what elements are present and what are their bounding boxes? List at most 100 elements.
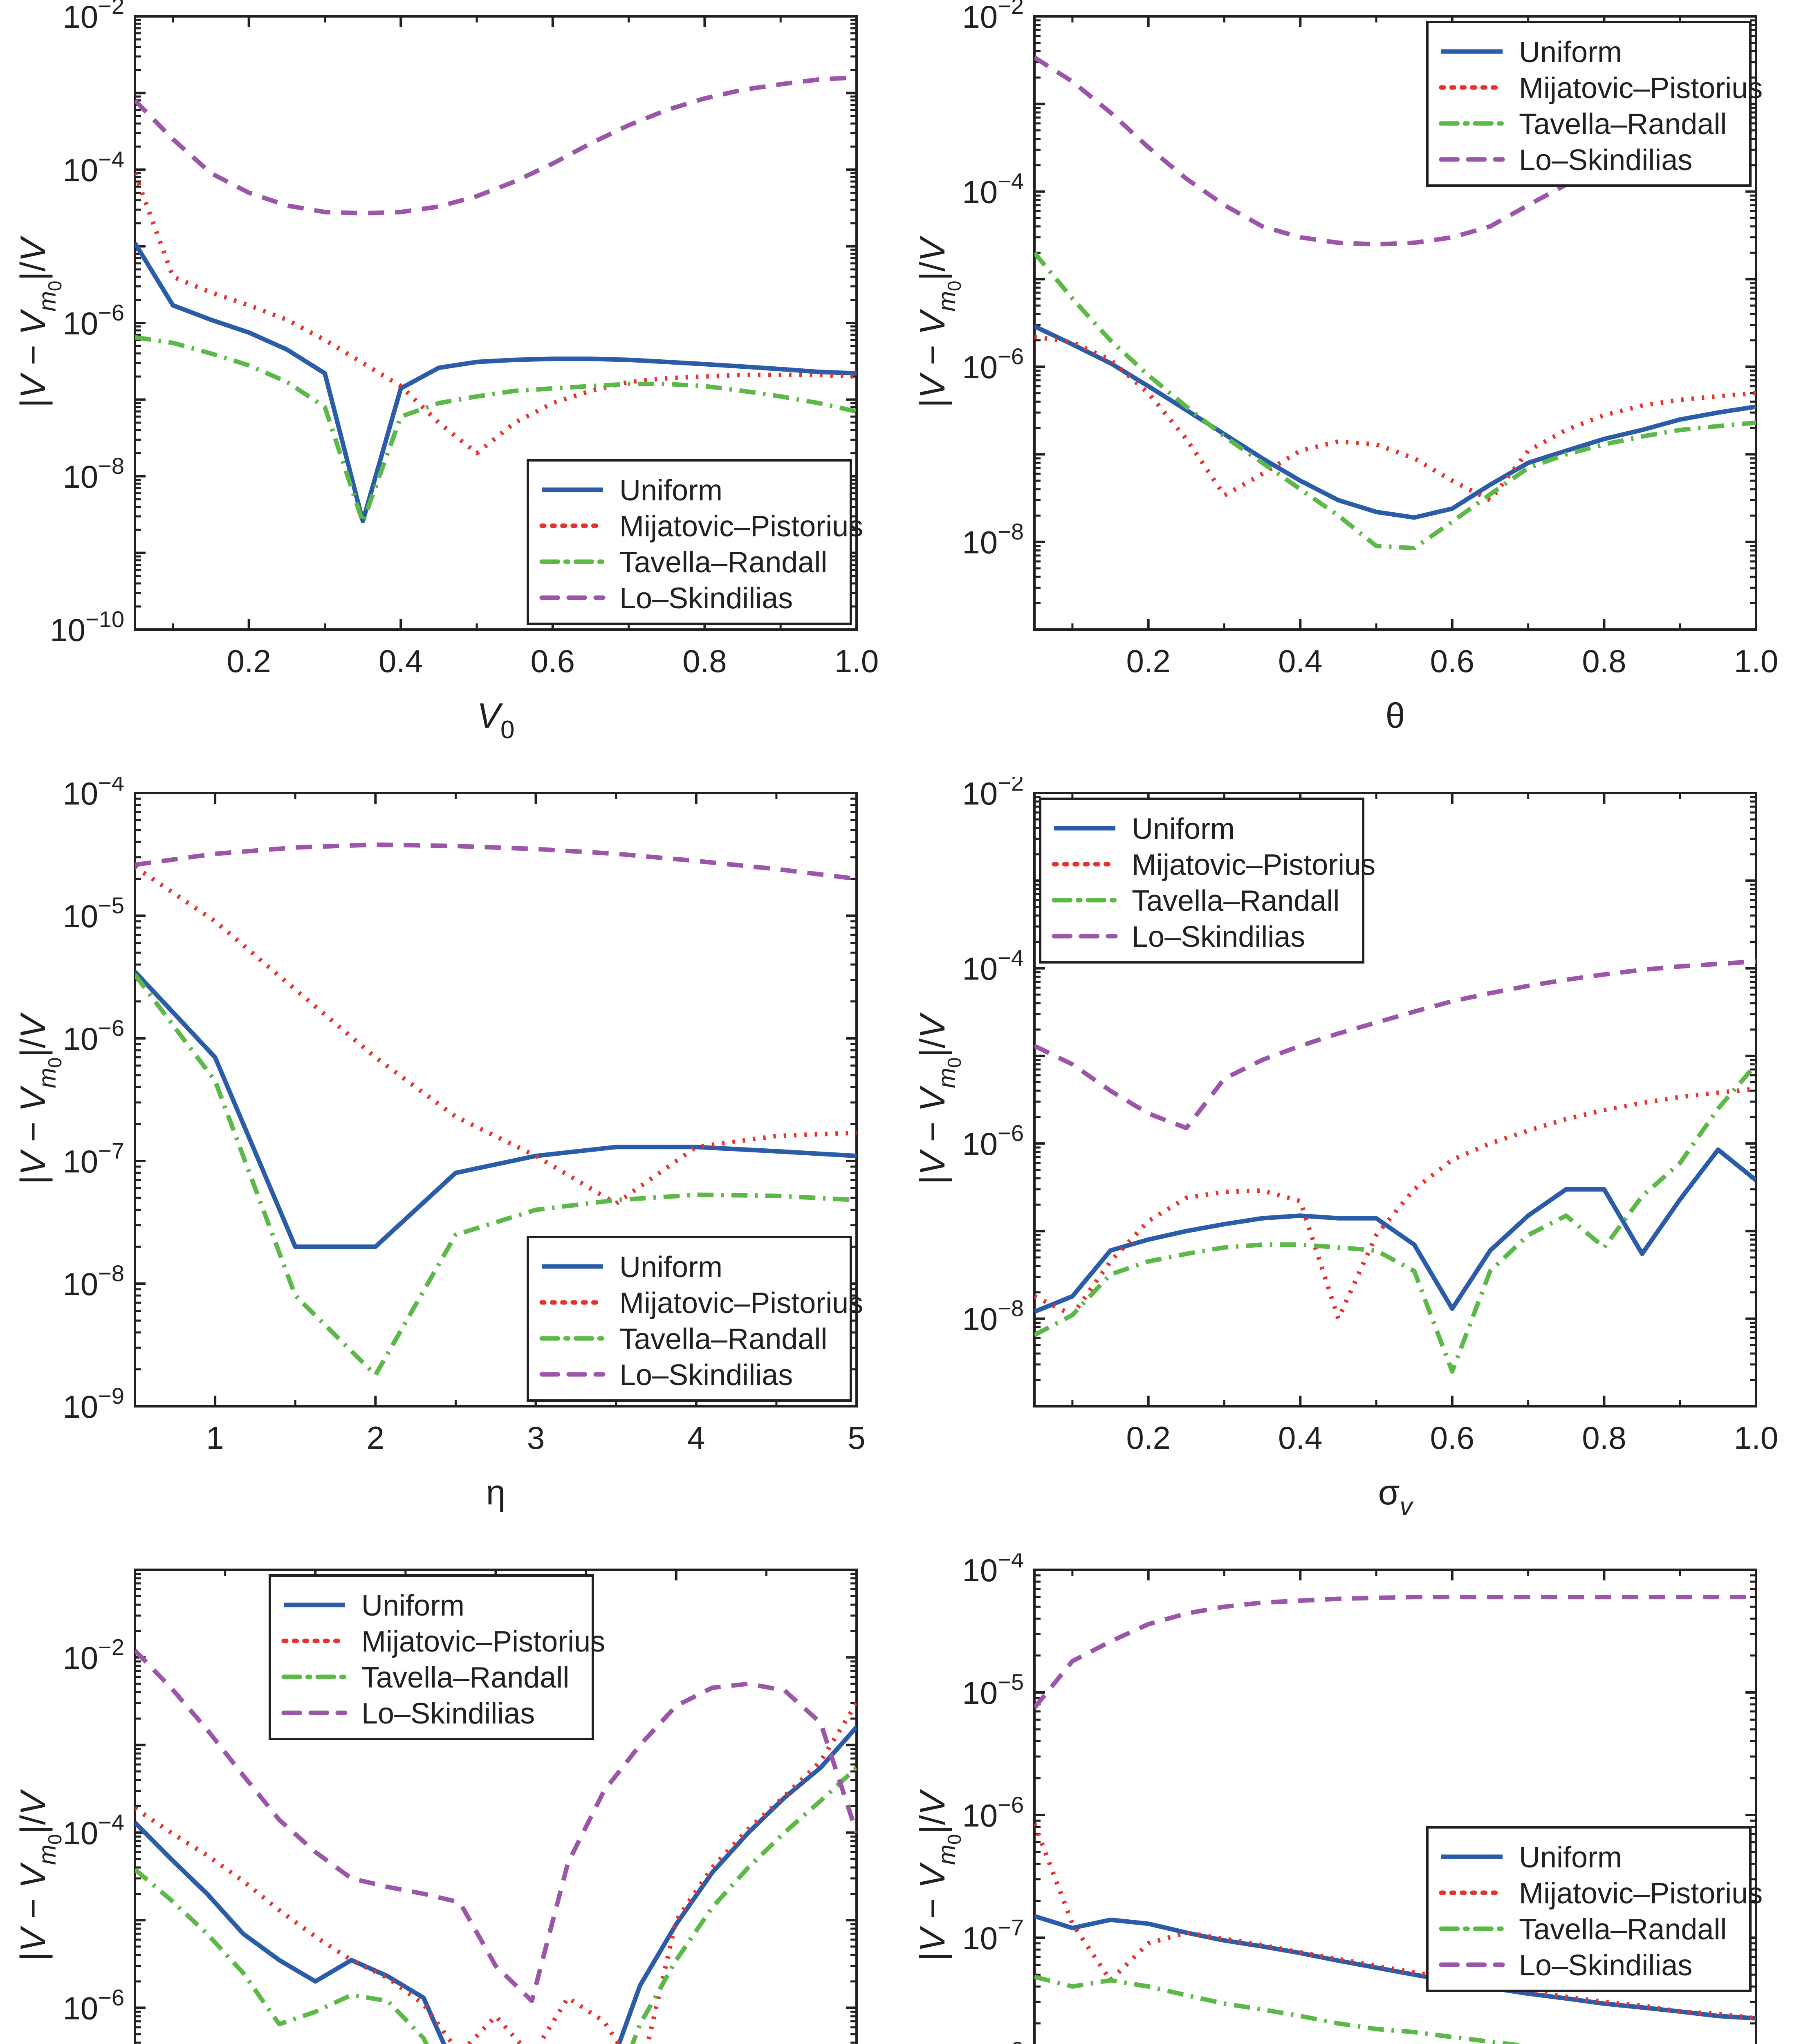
legend-label: Uniform [1132,813,1235,845]
y-tick-label: 10−2 [962,777,1024,811]
series-line-lo-skindilias [135,842,857,881]
legend-label: Tavella–Randall [1132,885,1339,917]
legend-item-uniform[interactable]: Uniform [1441,1841,1622,1874]
legend[interactable]: UniformMijatovic–PistoriusTavella–Randal… [527,459,863,625]
panel-eta: 10−9 10−8 10−7 10−6 10−5 10−4 1 2 3 4 5 η |V − Vm0|/… [0,777,900,1553]
y-tick-label: 10−10 [50,606,124,648]
legend-label: Tavella–Randall [619,546,827,579]
legend-item-lo-skindilias[interactable]: Lo–Skindilias [539,582,793,615]
x-tick-label: 3 [527,1420,545,1456]
legend-item-tavella-randall[interactable]: Tavella–Randall [539,546,827,579]
y-axis-ticks [135,792,857,1407]
y-tick-label: 10−5 [63,892,124,934]
legend-item-mijatovic-pistorius[interactable]: Mijatovic–Pistorius [1439,72,1763,105]
legend[interactable]: UniformMijatovic–PistoriusTavella–Randal… [1426,1826,1763,1992]
y-tick-label: 10−4 [63,777,124,811]
x-tick-label: 0.6 [531,643,575,679]
y-tick-label: 10−4 [962,945,1024,987]
x-axis-ticks [1071,1570,1757,1580]
legend-item-mijatovic-pistorius[interactable]: Mijatovic–Pistorius [539,1287,863,1320]
series-line-tavella-randall [135,1766,857,2044]
panel-rho: 10−810−610−410−2−1.0−0.500.51.0ρ|V − Vm0… [0,1553,900,2044]
y-tick-labels: 10−8 10−6 10−4 10−2 [962,0,1024,560]
legend-item-lo-skindilias[interactable]: Lo–Skindilias [1439,1949,1692,1982]
legend-item-uniform[interactable]: Uniform [284,1589,464,1622]
legend[interactable]: UniformMijatovic–PistoriusTavella–Randal… [1426,21,1763,187]
y-tick-label: 10−2 [63,1634,124,1676]
y-tick-labels: 10−910−810−710−610−510−4 [63,777,124,1425]
legend-item-uniform[interactable]: Uniform [1441,36,1622,69]
series-line-mijatovic-pistorius [135,1702,857,2044]
y-tick-label: 10−8 [962,519,1024,560]
legend-item-lo-skindilias[interactable]: Lo–Skindilias [539,1359,793,1392]
y-tick-label: 10−6 [63,300,124,341]
legend-label: Mijatovic–Pistorius [1519,72,1763,105]
series-line-lo-skindilias [1034,1595,1756,1709]
legend-label: Tavella–Randall [619,1323,827,1356]
series-line-uniform [1034,1147,1756,1314]
legend-item-uniform[interactable]: Uniform [542,1251,722,1284]
y-tick-label: 10−2 [962,0,1024,35]
plot-series-group [1034,1595,1756,2044]
legend[interactable]: Uniform Mijatovic–Pistorius Tavella–Randal… [1039,798,1375,964]
x-tick-labels: 0.2 0.4 0.6 0.8 1.0 [1126,643,1778,679]
legend-item-uniform[interactable]: Uniform [1054,813,1235,845]
legend-label: Mijatovic–Pistorius [1132,849,1375,881]
legend-label: Lo–Skindilias [619,1359,793,1392]
y-tick-labels: 10−910−810−710−610−510−4 [962,1553,1024,2044]
legend-label: Uniform [1519,1841,1622,1874]
legend[interactable]: UniformMijatovic–PistoriusTavella–Randal… [527,1236,863,1402]
panel-T: 10−910−810−710−610−510−4246810T|V − Vm0|… [900,1553,1799,2044]
x-tick-labels: 0.2 0.4 0.6 0.8 1.0 [1126,1420,1778,1456]
y-tick-label: 10−6 [63,1015,124,1057]
x-tick-label: 0.2 [1126,643,1170,679]
legend-label: Lo–Skindilias [1519,144,1692,177]
legend[interactable]: UniformMijatovic–PistoriusTavella–Randal… [269,1574,605,1740]
x-tick-label: 2 [367,1420,384,1456]
x-axis-label: η [486,1473,506,1512]
x-tick-label: 0.4 [379,643,423,679]
series-line-mijatovic-pistorius [135,172,857,456]
y-axis-label: |V − Vm0|/V [913,1012,965,1184]
legend-label: Tavella–Randall [361,1661,569,1694]
panel-theta: 10−8 10−6 10−4 10−2 0.2 0.4 0.6 0.8 1.0 θ |V − Vm0… [900,0,1799,777]
series-line-tavella-randall [135,973,857,1377]
y-tick-label: 10−7 [63,1138,124,1179]
legend-item-lo-skindilias[interactable]: Lo–Skindilias [1439,144,1692,177]
legend-item-tavella-randall[interactable]: Tavella–Randall [1439,1913,1727,1946]
series-line-lo-skindilias [135,75,857,216]
legend-label: Mijatovic–Pistorius [619,1287,863,1320]
legend-item-tavella-randall[interactable]: Tavella–Randall [539,1323,827,1356]
legend-label: Tavella–Randall [1519,1913,1727,1946]
y-axis-label: |V − Vm0|/V [913,235,965,408]
legend-item-mijatovic-pistorius[interactable]: Mijatovic–Pistorius [539,510,863,543]
legend-item-mijatovic-pistorius[interactable]: Mijatovic–Pistorius [281,1625,605,1658]
y-axis-ticks [135,1569,857,2044]
x-tick-label: 4 [687,1420,705,1456]
legend-item-lo-skindilias[interactable]: Lo–Skindilias [281,1697,535,1730]
y-axis-label: |V − Vm0|/V [13,1012,65,1184]
series-line-tavella-randall [1034,251,1756,551]
legend-label: Uniform [619,1251,722,1284]
x-tick-label: 5 [848,1420,865,1456]
legend-item-tavella-randall[interactable]: Tavella–Randall [1439,108,1727,141]
legend-item-tavella-randall[interactable]: Tavella–Randall [1052,885,1339,917]
legend-item-tavella-randall[interactable]: Tavella–Randall [281,1661,569,1694]
x-tick-label: 1.0 [1734,643,1778,679]
y-tick-label: 10−8 [962,1295,1024,1337]
y-axis-label: |V − Vm0|/V [913,1788,965,1961]
legend-label: Uniform [1519,36,1622,69]
legend-item-mijatovic-pistorius[interactable]: Mijatovic–Pistorius [1439,1877,1763,1910]
x-tick-label: 0.2 [227,643,271,679]
series-line-lo-skindilias [135,1649,857,2003]
y-axis-label: |V − Vm0|/V [13,1788,65,1961]
legend-item-lo-skindilias[interactable]: Lo–Skindilias [1052,921,1305,953]
x-tick-label: 0.4 [1278,643,1322,679]
y-tick-label: 10−8 [962,2037,1024,2044]
series-line-mijatovic-pistorius [1034,1087,1756,1321]
legend-item-uniform[interactable]: Uniform [542,474,722,507]
legend-item-mijatovic-pistorius[interactable]: Mijatovic–Pistorius [1052,849,1375,881]
x-tick-label: 1 [206,1420,224,1456]
series-line-mijatovic-pistorius [1034,334,1756,502]
plot-series-group [135,75,857,525]
